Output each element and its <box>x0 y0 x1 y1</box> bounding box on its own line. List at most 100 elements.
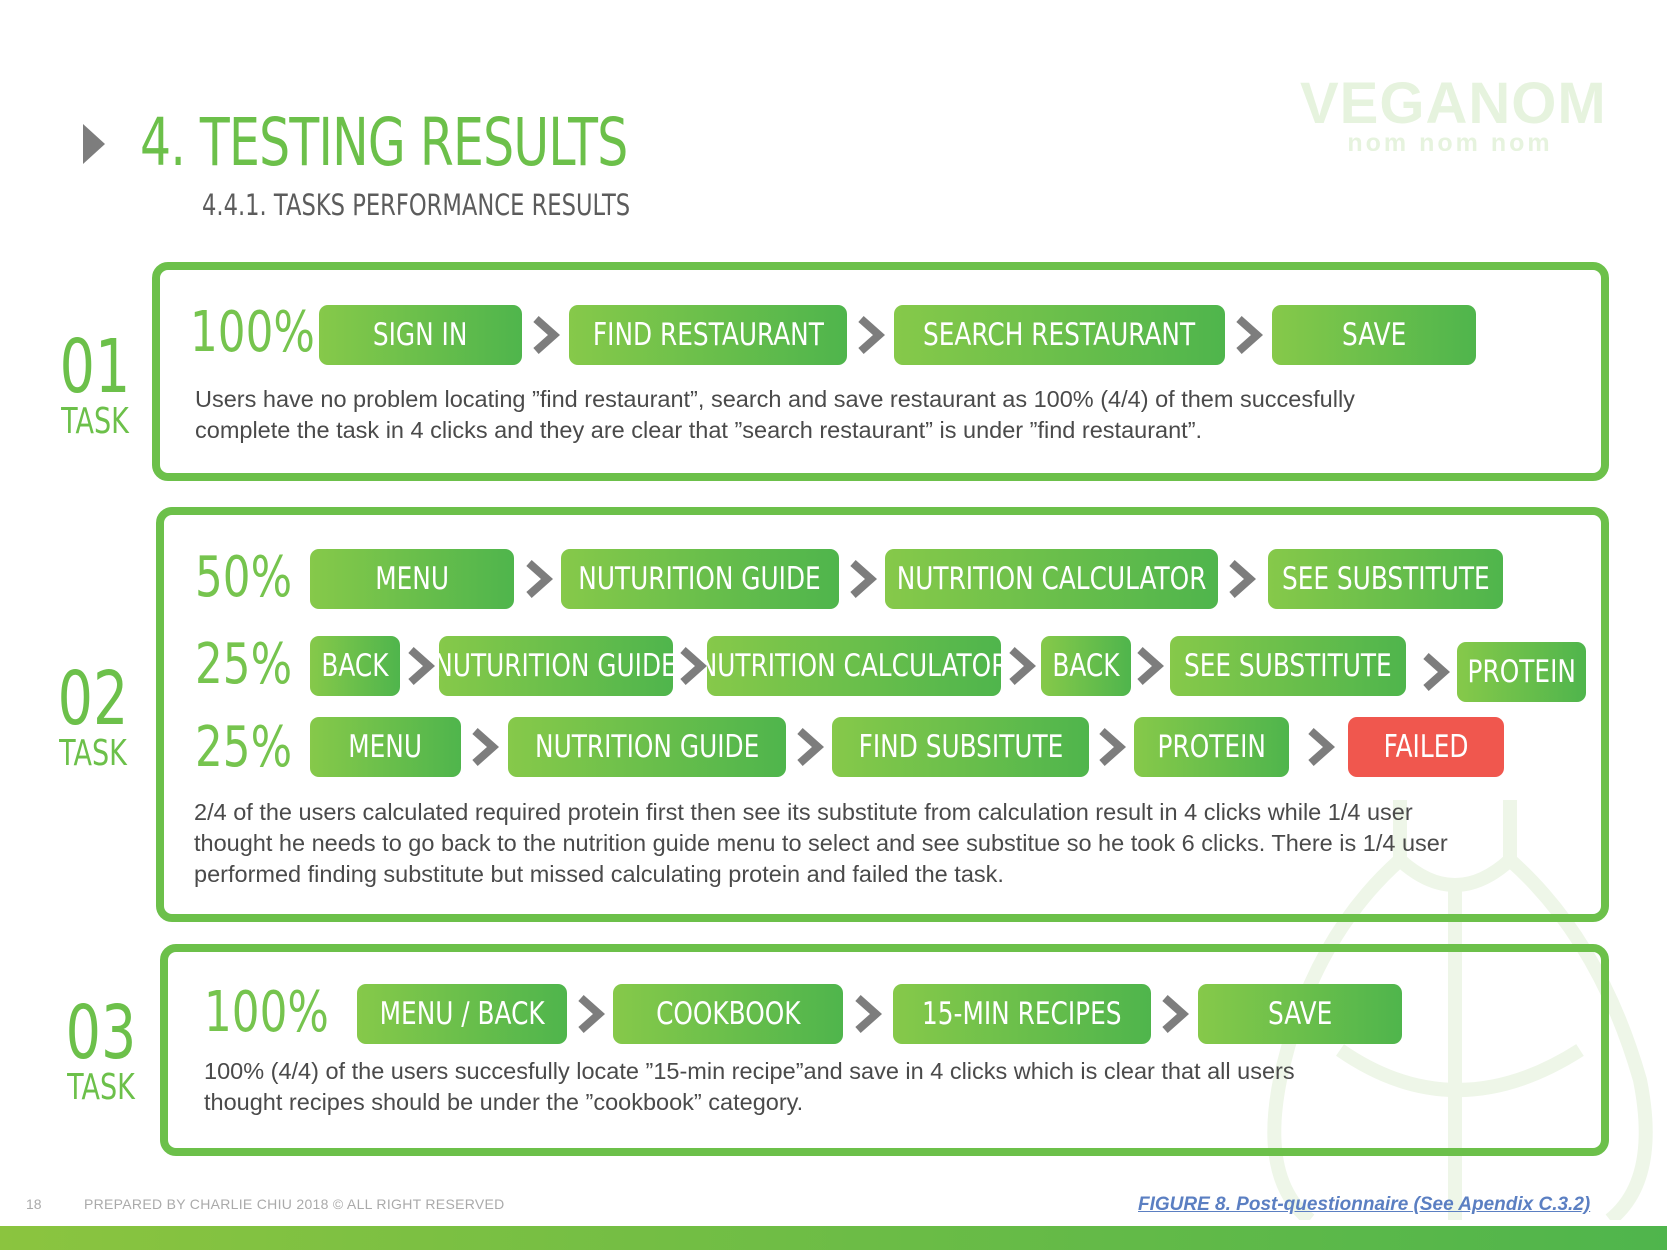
step-pill: SAVE <box>1272 305 1476 365</box>
step-pill: 15-MIN RECIPES <box>893 984 1151 1044</box>
veganom-logo: VEGANOM nom nom nom <box>1300 70 1607 158</box>
step-pill: BACK <box>310 636 400 696</box>
page-subtitle: 4.4.1. TASKS PERFORMANCE RESULTS <box>202 188 631 222</box>
chevron-right-icon <box>1099 728 1126 766</box>
task-03-percent: 100% <box>204 980 329 1045</box>
chevron-right-icon <box>797 728 824 766</box>
step-pill: NUTRITION GUIDE <box>508 717 786 777</box>
step-pill: NUTURITION GUIDE <box>561 549 839 609</box>
task-word: TASK <box>59 733 127 774</box>
step-pill: SIGN IN <box>319 305 522 365</box>
title-arrow-icon <box>83 124 105 164</box>
task-01-percent: 100% <box>190 300 315 365</box>
step-label: BACK <box>321 648 389 684</box>
step-pill: MENU <box>310 549 514 609</box>
task-03-description: 100% (4/4) of the users succesfully loca… <box>204 1056 1295 1118</box>
step-pill: COOKBOOK <box>613 984 843 1044</box>
description-line: thought recipes should be under the ”coo… <box>204 1089 804 1115</box>
step-pill: MENU / BACK <box>357 984 567 1044</box>
step-label: FIND RESTAURANT <box>592 317 824 353</box>
step-label: COOKBOOK <box>655 996 801 1032</box>
chevron-right-icon <box>1137 647 1164 685</box>
task-02-row3-percent: 25% <box>195 715 293 780</box>
step-pill: PROTEIN <box>1134 717 1289 777</box>
step-pill: MENU <box>310 717 461 777</box>
task-word: TASK <box>67 1067 135 1108</box>
step-label: SAVE <box>1341 317 1407 353</box>
task-01-panel <box>152 262 1609 481</box>
task-word: TASK <box>61 401 129 442</box>
description-line: thought he needs to go back to the nutri… <box>194 830 1448 856</box>
chevron-right-icon <box>578 995 605 1033</box>
step-pill: PROTEIN <box>1457 642 1586 702</box>
task-02-row2-percent: 25% <box>195 632 293 697</box>
step-pill: FIND SUBSITUTE <box>832 717 1089 777</box>
description-line: Users have no problem locating ”find res… <box>195 386 1355 412</box>
task-02-description: 2/4 of the users calculated required pro… <box>194 797 1448 890</box>
chevron-right-icon <box>1236 316 1263 354</box>
task-02-row1-percent: 50% <box>195 545 293 610</box>
step-label: SEE SUBSTITUTE <box>1184 648 1392 684</box>
task-01-description: Users have no problem locating ”find res… <box>195 384 1355 446</box>
chevron-right-icon <box>855 995 882 1033</box>
task-02-label: 02 TASK <box>38 662 148 772</box>
step-label: FAILED <box>1383 729 1469 765</box>
step-pill: FIND RESTAURANT <box>569 305 847 365</box>
chevron-right-icon <box>472 728 499 766</box>
step-label: PROTEIN <box>1467 654 1576 690</box>
step-label: SIGN IN <box>373 317 468 353</box>
task-01-label: 01 TASK <box>40 330 150 440</box>
step-label: NUTRITION GUIDE <box>534 729 760 765</box>
step-pill: NUTURITION GUIDE <box>439 636 673 696</box>
step-label: NUTURITION GUIDE <box>578 561 822 597</box>
step-pill: SEE SUBSTITUTE <box>1268 549 1503 609</box>
chevron-right-icon <box>1229 560 1256 598</box>
step-label: MENU <box>348 729 423 765</box>
chevron-right-icon <box>1162 995 1189 1033</box>
failed-badge: FAILED <box>1348 717 1504 777</box>
chevron-right-icon <box>533 316 560 354</box>
page-number: 18 <box>26 1196 42 1212</box>
bottom-accent-bar <box>0 1226 1667 1250</box>
step-label: BACK <box>1052 648 1120 684</box>
step-label: MENU / BACK <box>379 996 545 1032</box>
step-label: SAVE <box>1267 996 1333 1032</box>
step-pill: NUTRITION CALCULATOR <box>885 549 1218 609</box>
logo-tagline: nom nom nom <box>1347 129 1553 157</box>
task-number: 02 <box>57 656 129 742</box>
description-line: 2/4 of the users calculated required pro… <box>194 799 1413 825</box>
chevron-right-icon <box>408 647 435 685</box>
step-label: SEARCH RESTAURANT <box>923 317 1196 353</box>
description-line: complete the task in 4 clicks and they a… <box>195 417 1203 443</box>
step-label: NUTRITION CALCULATOR <box>896 561 1207 597</box>
step-pill: SEE SUBSTITUTE <box>1170 636 1406 696</box>
task-number: 01 <box>59 324 131 410</box>
step-label: FIND SUBSITUTE <box>858 729 1063 765</box>
task-03-label: 03 TASK <box>46 996 156 1106</box>
description-line: performed finding substitute but missed … <box>194 861 1004 887</box>
step-pill: SAVE <box>1198 984 1402 1044</box>
step-pill: BACK <box>1041 636 1131 696</box>
step-pill: SEARCH RESTAURANT <box>894 305 1225 365</box>
step-label: SEE SUBSTITUTE <box>1281 561 1490 597</box>
task-02-panel <box>156 507 1609 922</box>
description-line: 100% (4/4) of the users succesfully loca… <box>204 1058 1295 1084</box>
step-label: MENU <box>375 561 449 597</box>
footer-credit: PREPARED BY CHARLIE CHIU 2018 © ALL RIGH… <box>84 1196 505 1212</box>
chevron-right-icon <box>858 316 885 354</box>
page-title: 4. TESTING RESULTS <box>140 104 628 181</box>
step-pill: NUTRITION CALCULATOR <box>707 636 1001 696</box>
step-label: PROTEIN <box>1157 729 1266 765</box>
step-label: 15-MIN RECIPES <box>922 996 1122 1032</box>
chevron-right-icon <box>1423 653 1450 691</box>
chevron-right-icon <box>1009 647 1036 685</box>
task-number: 03 <box>65 990 137 1076</box>
task-03-panel <box>160 944 1609 1156</box>
step-label: NUTURITION GUIDE <box>439 648 673 684</box>
chevron-right-icon <box>680 647 707 685</box>
logo-wordmark: VEGANOM <box>1300 71 1607 136</box>
step-label: NUTRITION CALCULATOR <box>707 648 1001 684</box>
chevron-right-icon <box>1308 728 1335 766</box>
chevron-right-icon <box>526 560 553 598</box>
figure-reference-link[interactable]: FIGURE 8. Post-questionnaire (See Apendi… <box>1138 1194 1591 1215</box>
